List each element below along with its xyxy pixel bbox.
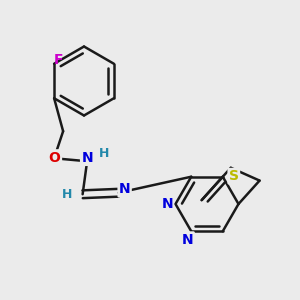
Text: O: O xyxy=(48,151,60,165)
Text: N: N xyxy=(161,197,173,211)
Text: N: N xyxy=(119,182,130,196)
Text: H: H xyxy=(62,188,72,201)
Text: S: S xyxy=(229,169,239,183)
Text: N: N xyxy=(81,151,93,165)
Text: N: N xyxy=(182,233,194,247)
Text: F: F xyxy=(54,53,63,67)
Text: H: H xyxy=(98,147,109,160)
